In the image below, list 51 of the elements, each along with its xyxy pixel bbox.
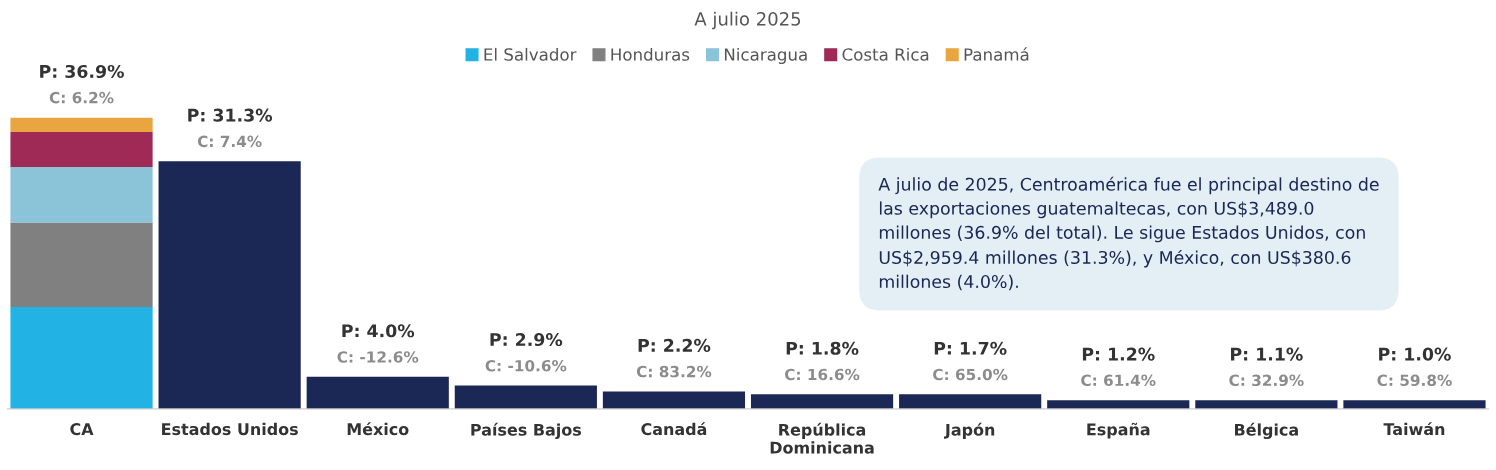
x-tick-label: Bélgica [1235, 422, 1298, 440]
annotation: P: 4.0% [342, 324, 415, 338]
x-tick-label: Países Bajos [471, 422, 582, 440]
annotation: C: 7.4% [197, 135, 262, 148]
annotation: P: 1.2% [1082, 347, 1155, 361]
annotation: C: 16.6% [784, 368, 860, 381]
bar [750, 394, 894, 409]
x-tick-label: Estados Unidos [162, 422, 298, 436]
bar [158, 161, 301, 409]
bar [10, 222, 153, 307]
annotation: P: 2.9% [490, 332, 563, 347]
annotation: C: 61.4% [1081, 374, 1156, 387]
annotation: C: -12.6% [337, 351, 419, 363]
bar [454, 385, 597, 409]
x-tick-label: CA [70, 423, 94, 436]
bar [1343, 400, 1486, 409]
annotation: C: 83.2% [636, 365, 712, 378]
annotation: P: 2.2% [638, 338, 711, 352]
x-tick-label: Canadá [641, 422, 707, 436]
bar [1195, 400, 1338, 409]
x-tick-label: Taiwán [1383, 422, 1445, 436]
bar [602, 391, 746, 409]
bar [306, 376, 449, 409]
bar [10, 167, 153, 223]
legend-label: Honduras [611, 47, 690, 61]
text: C: 6.2% [49, 91, 114, 104]
annotation: P: 1.8% [786, 341, 859, 355]
legend-label: Costa Rica [842, 47, 929, 61]
bar [1047, 400, 1190, 409]
x-tick-label: México [347, 422, 409, 436]
annotation: C: 32.9% [1229, 374, 1304, 387]
annotation: C: -10.6% [485, 359, 567, 372]
annotation: P: 31.3% [188, 108, 273, 122]
annotation: P: 1.0% [1379, 347, 1451, 361]
legend-label: Nicaragua [724, 47, 807, 65]
annotation: P: 1.1% [1231, 347, 1303, 361]
bar [10, 132, 153, 168]
x-tick-label: España [1087, 422, 1150, 439]
text: P: 36.9% [40, 64, 124, 79]
bar [10, 306, 153, 409]
annotation: A julio de 2025, Centroamérica fue el principal destino de las exportaciones guatemaltecas, con US$3,489.0 millones (36.9% del total). Le sigue Estados Unidos, con US$2,959.4 millones (31.3%), y México, con US$380.6 millones (4.0%). [878, 176, 1379, 291]
bar [10, 117, 153, 133]
x-tick-label: Japón [944, 422, 995, 439]
bar [899, 394, 1042, 409]
legend-label: El Salvador [484, 47, 577, 61]
annotation: P: 1.7% [934, 341, 1007, 355]
chart-title: A julio 2025 [694, 11, 801, 30]
x-tick-label: República Dominicana [770, 422, 874, 454]
annotation: C: 59.8% [1377, 374, 1452, 387]
legend-label: Panamá [964, 47, 1029, 61]
annotation: C: 65.0% [933, 368, 1008, 381]
